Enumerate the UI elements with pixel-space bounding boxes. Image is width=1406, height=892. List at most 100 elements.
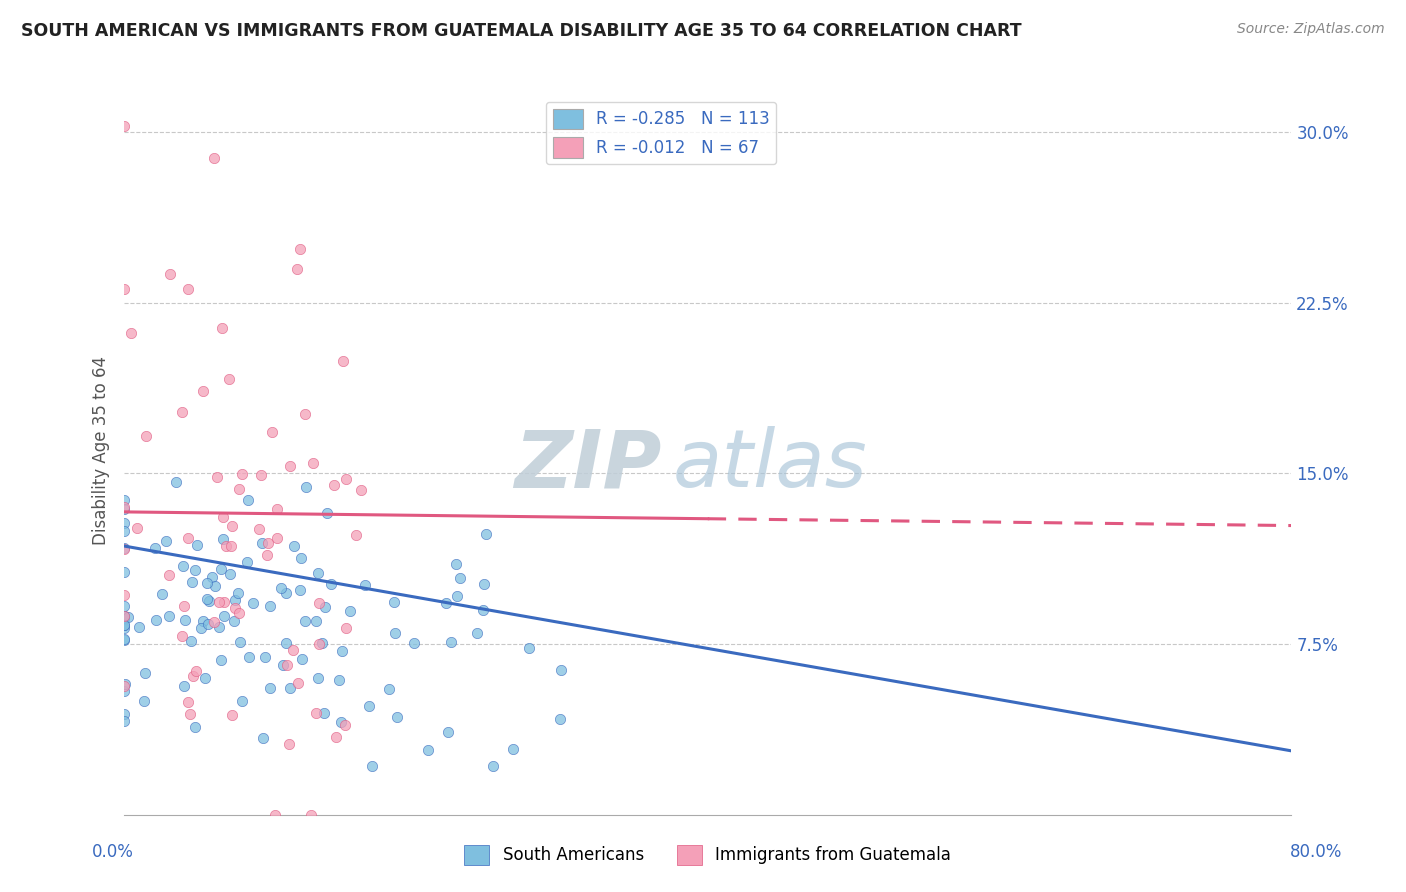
Point — [219, 539, 242, 553]
Point — [207, 470, 229, 484]
Y-axis label: Disability Age 35 to 64: Disability Age 35 to 64 — [93, 356, 110, 545]
Point — [134, 666, 156, 681]
Point — [252, 731, 274, 745]
Point — [440, 635, 463, 649]
Point — [112, 119, 135, 133]
Point — [179, 634, 201, 648]
Point — [270, 581, 292, 595]
Point — [224, 593, 246, 607]
Point — [112, 632, 135, 647]
Point — [172, 629, 194, 643]
Point — [519, 640, 541, 655]
Point — [224, 601, 246, 615]
Point — [378, 682, 401, 697]
Point — [283, 642, 305, 657]
Point — [120, 326, 142, 340]
Legend: R = -0.285   N = 113, R = -0.012   N = 67: R = -0.285 N = 113, R = -0.012 N = 67 — [546, 102, 776, 164]
Point — [112, 599, 135, 613]
Point — [212, 595, 235, 609]
Point — [208, 620, 231, 634]
Point — [231, 467, 253, 481]
Point — [184, 563, 207, 577]
Point — [472, 577, 495, 591]
Point — [218, 566, 240, 581]
Point — [128, 620, 150, 634]
Point — [444, 557, 467, 571]
Point — [242, 596, 264, 610]
Point — [112, 714, 135, 729]
Point — [112, 679, 135, 693]
Point — [361, 759, 384, 773]
Point — [117, 610, 139, 624]
Point — [482, 759, 505, 773]
Point — [112, 609, 135, 624]
Point — [402, 636, 425, 650]
Point — [335, 472, 357, 486]
Point — [277, 737, 299, 751]
Point — [335, 718, 357, 732]
Point — [550, 663, 572, 677]
Point — [416, 742, 439, 756]
Point — [294, 407, 316, 421]
Point — [226, 586, 249, 600]
Point — [112, 501, 135, 516]
Point — [436, 725, 458, 739]
Point — [112, 706, 135, 721]
Point — [112, 524, 135, 539]
Point — [177, 695, 200, 709]
Point — [112, 282, 135, 296]
Point — [330, 714, 353, 729]
Point — [344, 527, 367, 541]
Point — [211, 321, 233, 335]
Point — [353, 578, 375, 592]
Point — [221, 708, 243, 723]
Point — [211, 652, 233, 666]
Point — [254, 650, 277, 665]
Point — [548, 712, 571, 726]
Point — [159, 267, 181, 281]
Point — [231, 694, 253, 708]
Point — [112, 500, 135, 514]
Point — [335, 621, 357, 635]
Point — [276, 636, 298, 650]
Point — [112, 618, 135, 632]
Point — [328, 673, 350, 687]
Point — [260, 425, 283, 440]
Point — [112, 612, 135, 626]
Point — [235, 556, 257, 570]
Point — [112, 589, 135, 603]
Point — [449, 571, 471, 585]
Point — [322, 478, 344, 492]
Point — [112, 621, 135, 635]
Point — [332, 354, 354, 368]
Point — [181, 574, 204, 589]
Point — [214, 609, 236, 624]
Point — [295, 480, 318, 494]
Point — [212, 533, 235, 547]
Point — [274, 585, 297, 599]
Point — [183, 720, 205, 734]
Point — [165, 475, 187, 490]
Point — [112, 565, 135, 579]
Point — [321, 577, 343, 591]
Point — [208, 595, 231, 609]
Point — [172, 405, 194, 419]
Text: atlas: atlas — [672, 426, 868, 504]
Point — [112, 609, 135, 624]
Point — [193, 384, 215, 398]
Text: SOUTH AMERICAN VS IMMIGRANTS FROM GUATEMALA DISABILITY AGE 35 TO 64 CORRELATION : SOUTH AMERICAN VS IMMIGRANTS FROM GUATEM… — [21, 22, 1022, 40]
Point — [259, 681, 281, 695]
Point — [247, 522, 270, 536]
Point — [257, 536, 280, 550]
Point — [173, 599, 195, 613]
Point — [314, 706, 336, 720]
Point — [357, 698, 380, 713]
Point — [434, 596, 457, 610]
Point — [112, 632, 135, 646]
Point — [290, 550, 312, 565]
Point — [311, 635, 333, 649]
Point — [194, 671, 217, 685]
Point — [135, 428, 157, 442]
Point — [221, 519, 243, 533]
Point — [201, 570, 224, 584]
